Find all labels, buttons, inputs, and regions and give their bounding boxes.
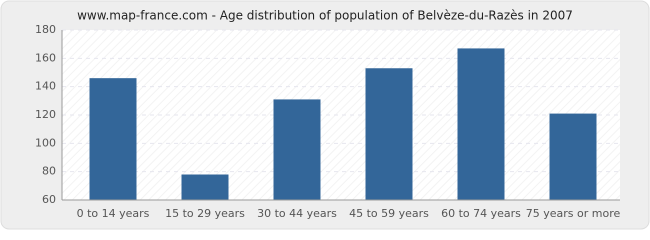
bar <box>273 99 321 200</box>
y-tick-label: 100 <box>35 136 56 149</box>
chart-title: www.map-france.com - Age distribution of… <box>77 9 573 23</box>
x-tick-label: 45 to 59 years <box>349 207 429 220</box>
y-tick-label: 80 <box>42 165 56 178</box>
x-tick-label: 30 to 44 years <box>257 207 337 220</box>
x-tick-label: 0 to 14 years <box>77 207 150 220</box>
bar <box>181 174 229 200</box>
y-tick-label: 140 <box>35 80 56 93</box>
bar <box>549 113 597 200</box>
x-tick-label: 15 to 29 years <box>165 207 245 220</box>
x-tick-label: 60 to 74 years <box>441 207 521 220</box>
chart: www.map-france.com - Age distribution of… <box>0 0 650 230</box>
y-tick-label: 160 <box>35 51 56 64</box>
bar <box>365 68 413 200</box>
bar <box>457 48 505 200</box>
bar <box>89 78 137 200</box>
page: www.map-france.com - Age distribution of… <box>0 0 650 230</box>
y-tick-label: 60 <box>42 193 56 206</box>
x-tick-label: 75 years or more <box>526 207 621 220</box>
y-tick-label: 180 <box>35 23 56 36</box>
y-tick-label: 120 <box>35 108 56 121</box>
